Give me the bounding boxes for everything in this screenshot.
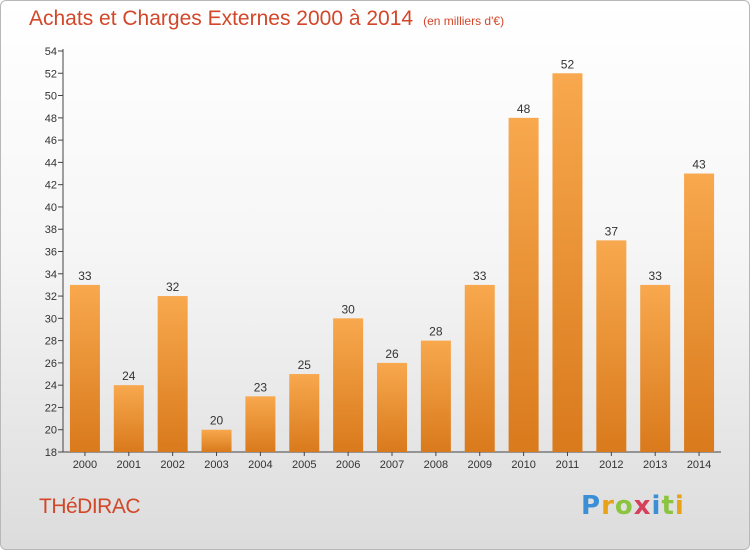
- logo-letter: t: [661, 491, 675, 521]
- x-tick-label-2008: 2008: [424, 459, 448, 471]
- x-tick-label-2005: 2005: [292, 459, 316, 471]
- y-tick-label: 24: [45, 380, 57, 392]
- y-tick-label: 26: [45, 358, 57, 370]
- y-tick-label: 36: [45, 247, 57, 259]
- x-tick-label-2007: 2007: [380, 459, 404, 471]
- value-label-2014: 43: [692, 158, 706, 172]
- x-tick-label-2014: 2014: [687, 459, 711, 471]
- y-tick-label: 20: [45, 425, 57, 437]
- value-label-2012: 37: [605, 224, 619, 238]
- value-label-2007: 26: [385, 347, 399, 361]
- bar-2013: [640, 284, 671, 452]
- title-text: Achats et Charges Externes 2000 à 2014: [29, 7, 414, 30]
- x-tick-label-2006: 2006: [336, 459, 360, 471]
- bar-2010: [508, 117, 539, 452]
- value-label-2008: 28: [429, 325, 443, 339]
- y-tick-label: 30: [45, 313, 57, 325]
- value-label-2006: 30: [341, 302, 355, 316]
- x-tick-label-2012: 2012: [599, 459, 623, 471]
- value-label-2003: 20: [210, 414, 224, 428]
- value-label-2001: 24: [122, 369, 136, 383]
- y-tick-label: 44: [45, 157, 57, 169]
- y-tick-label: 38: [45, 224, 57, 236]
- proxiti-logo: Proxiti: [581, 491, 685, 521]
- x-tick-label-2009: 2009: [467, 459, 491, 471]
- commune-name: THéDIRAC: [39, 495, 141, 518]
- y-tick-label: 32: [45, 291, 57, 303]
- bar-2000: [69, 284, 100, 452]
- x-tick-label-2002: 2002: [160, 459, 184, 471]
- bar-2004: [245, 396, 276, 452]
- y-tick-label: 50: [45, 91, 57, 103]
- value-label-2002: 32: [166, 280, 180, 294]
- x-tick-label-2000: 2000: [73, 459, 97, 471]
- value-label-2005: 25: [298, 358, 312, 372]
- y-tick-label: 34: [45, 269, 57, 281]
- bar-2008: [420, 340, 451, 452]
- x-tick-label-2004: 2004: [248, 459, 272, 471]
- y-tick-label: 52: [45, 68, 57, 80]
- bar-2009: [464, 284, 495, 452]
- bar-2007: [377, 362, 407, 452]
- logo-letter: x: [633, 491, 652, 521]
- y-tick-label: 48: [45, 113, 57, 125]
- logo-letter: i: [674, 491, 685, 521]
- value-label-2010: 48: [517, 102, 531, 116]
- x-tick-label-2013: 2013: [643, 459, 667, 471]
- y-tick-label: 18: [45, 447, 57, 459]
- value-label-2009: 33: [473, 269, 487, 283]
- x-tick-label-2001: 2001: [117, 459, 141, 471]
- bar-2003: [201, 429, 232, 452]
- bar-2011: [552, 73, 583, 453]
- logo-letter: r: [601, 491, 615, 521]
- chart-title: Achats et Charges Externes 2000 à 2014 (e…: [29, 7, 504, 31]
- value-label-2000: 33: [78, 269, 92, 283]
- bar-2002: [157, 296, 188, 452]
- x-tick-label-2011: 2011: [556, 459, 580, 471]
- x-tick-label-2010: 2010: [511, 459, 535, 471]
- y-tick-label: 54: [45, 46, 57, 58]
- y-tick-label: 28: [45, 336, 57, 348]
- bar-2001: [113, 385, 144, 452]
- y-tick-label: 40: [45, 202, 57, 214]
- bar-2005: [289, 374, 320, 452]
- logo-letter: o: [614, 491, 634, 521]
- bar-2006: [333, 318, 364, 452]
- value-label-2013: 33: [649, 269, 663, 283]
- y-tick-label: 42: [45, 180, 57, 192]
- logo-letter: P: [581, 491, 602, 521]
- bar-2014: [684, 173, 715, 452]
- bar-2012: [596, 240, 627, 452]
- y-tick-label: 22: [45, 402, 57, 414]
- value-label-2011: 52: [561, 57, 575, 71]
- x-tick-label-2003: 2003: [204, 459, 228, 471]
- logo-letter: i: [651, 491, 662, 521]
- unit-text: (en milliers d'€): [423, 14, 505, 28]
- y-tick-label: 46: [45, 135, 57, 147]
- value-label-2004: 23: [254, 380, 268, 394]
